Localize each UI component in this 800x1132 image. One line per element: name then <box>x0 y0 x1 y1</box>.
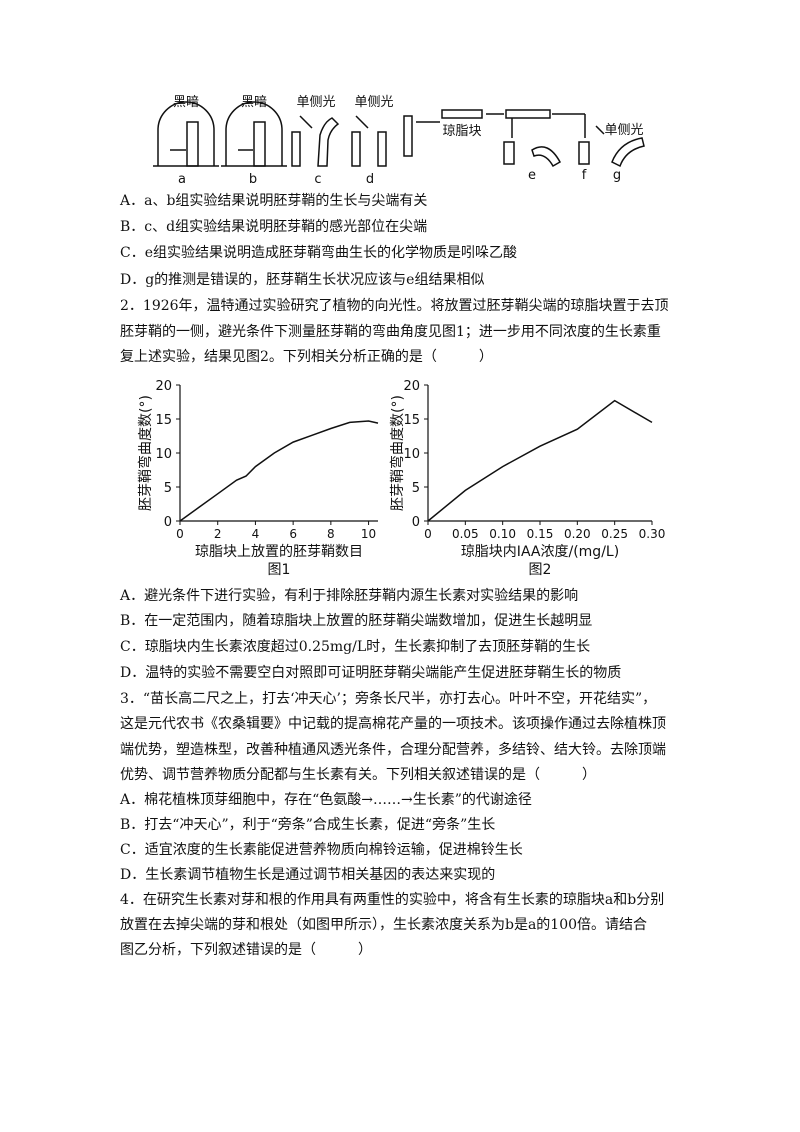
option: C．琼脂块内生长素浓度超过0.25mg/L时，生长素抑制了去顶胚芽鞘的生长 <box>120 639 591 655</box>
coleoptile <box>253 121 266 167</box>
agar-block <box>441 109 483 119</box>
y-axis-label: 胚芽鞘弯曲度数(°) <box>389 395 406 511</box>
data-line <box>179 420 379 522</box>
diagram-label: 黑暗 <box>173 95 199 110</box>
y-tick-label: 20 <box>155 379 172 394</box>
x-tick-label: 4 <box>252 527 260 541</box>
data-line <box>427 399 653 522</box>
option: A．棉花植株顶芽细胞中，存在“色氨酸→……→生长素”的代谢途径 <box>120 792 532 808</box>
diagram-label: 单侧光 <box>296 95 335 110</box>
question-stem: 3．“苗长高二尺之上，打去‘冲天心’；旁条长尺半，亦打去心。叶叶不空，开花结实”… <box>120 691 657 707</box>
light-arrow <box>355 115 369 129</box>
question-stem: 复上述实验，结果见图2。下列相关分析正确的是（ ） <box>120 349 493 365</box>
diagram-letter: b <box>249 172 257 187</box>
x-axis-label: 琼脂块内IAA浓度/(mg/L) <box>461 544 619 560</box>
diagram-label: 单侧光 <box>354 95 393 110</box>
y-tick-label: 10 <box>403 447 420 462</box>
x-tick-label: 0.05 <box>452 527 479 541</box>
option: A．避光条件下进行实验，有利于排除胚芽鞘内源生长素对实验结果的影响 <box>120 588 579 604</box>
y-tick-label: 15 <box>155 413 172 428</box>
x-tick-label: 0 <box>424 527 432 541</box>
bent-coleoptile <box>317 117 340 167</box>
option: C．e组实验结果说明造成胚芽鞘弯曲生长的化学物质是吲哚乙酸 <box>120 245 517 261</box>
bent-coleoptile <box>531 146 562 168</box>
x-tick-label: 2 <box>214 527 222 541</box>
diagram-label: 琼脂块 <box>442 124 481 139</box>
x-tick-label: 0.20 <box>564 527 591 541</box>
y-tick-label: 15 <box>403 413 420 428</box>
coleoptile <box>377 131 387 167</box>
x-tick-label: 0.15 <box>527 527 554 541</box>
x-tick-label: 0.10 <box>489 527 516 541</box>
dark-box <box>157 101 215 166</box>
y-tick-label: 0 <box>412 515 420 530</box>
question-stem: 4．在研究生长素对芽和根的作用具有两重性的实验中，将含有生长素的琼脂块a和b分别 <box>120 892 665 908</box>
option: B．c、d组实验结果说明胚芽鞘的感光部位在尖端 <box>120 219 428 235</box>
y-tick-label: 0 <box>164 515 172 530</box>
question-stem: 放置在去掉尖端的芽和根处（如图甲所示），生长素浓度关系为b是a的100倍。请结合 <box>120 917 648 933</box>
x-tick-label: 0.25 <box>601 527 628 541</box>
x-axis-label: 琼脂块上放置的胚芽鞘数目 <box>195 544 363 560</box>
x-tick-label: 8 <box>327 527 335 541</box>
question-stem: 胚芽鞘的一侧，避光条件下测量胚芽鞘的弯曲角度见图1；进一步用不同浓度的生长素重 <box>120 324 661 340</box>
diagram-letter: a <box>178 172 186 187</box>
light-arrow <box>595 125 605 135</box>
coleoptile <box>578 141 590 165</box>
question-stem: 这是元代农书《农桑辑要》中记载的提高棉花产量的一项技术。该项操作通过去除植株顶 <box>120 716 666 732</box>
diagram-letter: f <box>582 168 587 183</box>
question-stem: 图乙分析，下列叙述错误的是（ ） <box>120 942 372 958</box>
diagram-letter: e <box>528 168 536 183</box>
y-tick-label: 20 <box>403 379 420 394</box>
coleoptile <box>503 141 515 165</box>
option: A．a、b组实验结果说明胚芽鞘的生长与尖端有关 <box>120 193 428 209</box>
diagram-letter: g <box>613 168 621 183</box>
option: B．打去“冲天心”，利于“旁条”合成生长素，促进“旁条”生长 <box>120 817 496 833</box>
diagram-label: 单侧光 <box>604 123 643 138</box>
option: C．适宜浓度的生长素能促进营养物质向棉铃运输，促进棉铃生长 <box>120 842 523 858</box>
question-stem: 2．1926年，温特通过实验研究了植物的向光性。将放置过胚芽鞘尖端的琼脂块置于去… <box>120 298 669 314</box>
y-axis-label: 胚芽鞘弯曲度数(°) <box>137 395 154 511</box>
agar-block <box>505 109 551 119</box>
question-stem: 端优势，塑造株型，改善种植通风透光条件，合理分配营养，多结铃、结大铃。去除顶端 <box>120 742 666 758</box>
option: D．g的推测是错误的，胚芽鞘生长状况应该与e组结果相似 <box>120 272 485 288</box>
option: D．生长素调节植物生长是通过调节相关基因的表达来实现的 <box>120 867 496 883</box>
y-tick-label: 10 <box>155 447 172 462</box>
figure-caption: 图1 <box>268 562 291 578</box>
diagram-letter: c <box>314 172 321 187</box>
dark-box <box>225 101 283 166</box>
coleoptile <box>291 131 301 167</box>
x-tick-label: 0 <box>176 527 184 541</box>
coleoptile <box>403 115 413 157</box>
diagram-label: 黑暗 <box>241 95 267 110</box>
light-arrow <box>299 115 313 129</box>
coleoptile <box>186 121 199 167</box>
y-tick-label: 5 <box>412 481 420 496</box>
coleoptile <box>351 131 361 167</box>
option: D．温特的实验不需要空白对照即可证明胚芽鞘尖端能产生促进胚芽鞘生长的物质 <box>120 665 622 681</box>
experiment-diagram <box>153 101 645 168</box>
x-tick-label: 0.30 <box>639 527 666 541</box>
option: B．在一定范围内，随着琼脂块上放置的胚芽鞘尖端数增加，促进生长越明显 <box>120 613 593 629</box>
bent-coleoptile <box>611 137 645 168</box>
x-tick-label: 6 <box>289 527 297 541</box>
question-stem: 优势、调节营养物质分配都与生长素有关。下列相关叙述错误的是（ ） <box>120 767 596 783</box>
figure-caption: 图2 <box>529 562 552 578</box>
y-tick-label: 5 <box>164 481 172 496</box>
diagram-letter: d <box>366 172 374 187</box>
x-tick-label: 10 <box>361 527 376 541</box>
